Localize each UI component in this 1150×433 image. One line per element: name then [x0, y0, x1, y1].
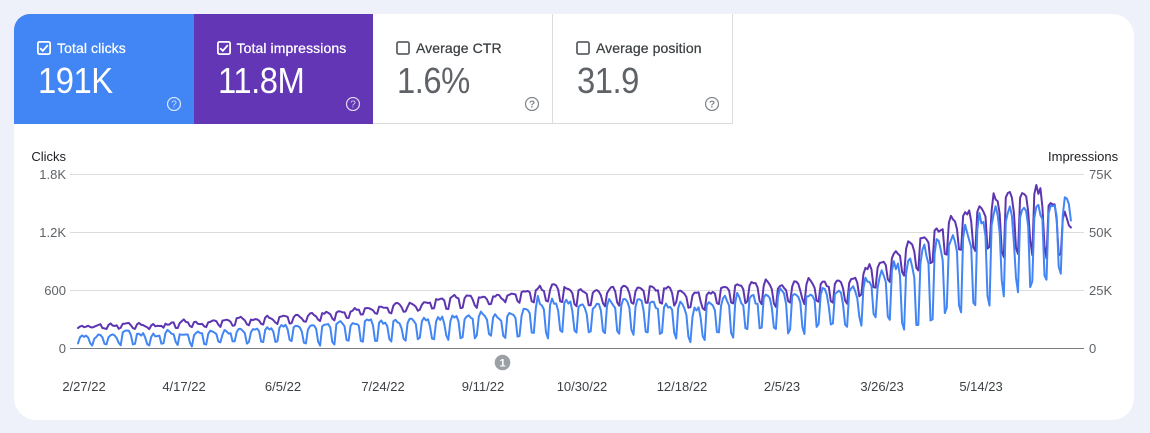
svg-text:?: ? — [350, 99, 356, 110]
svg-text:?: ? — [709, 99, 715, 110]
svg-text:1: 1 — [499, 358, 505, 370]
svg-text:?: ? — [529, 99, 535, 110]
svg-text:?: ? — [171, 99, 177, 110]
